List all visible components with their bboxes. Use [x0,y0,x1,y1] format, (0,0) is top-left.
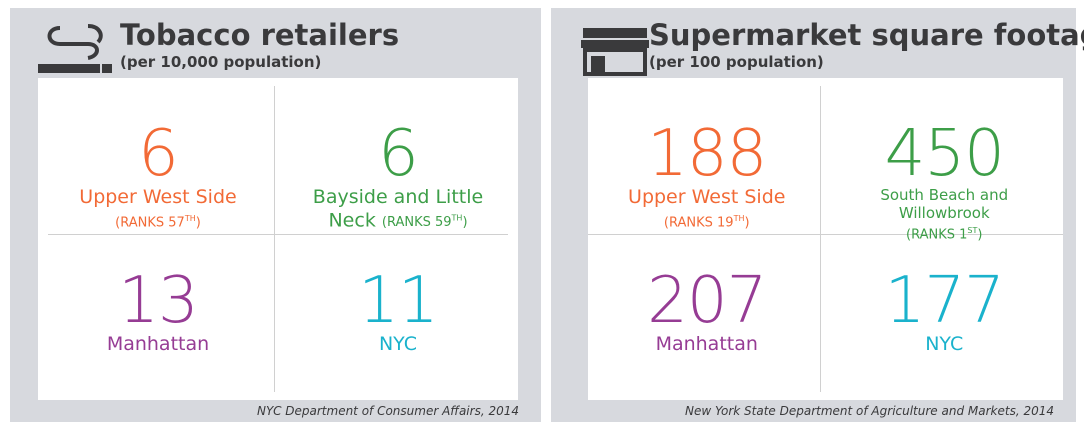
stats-box: 6 Upper West Side (RANKS 57TH) 6 Bayside … [38,78,518,400]
stat-cell: 188 Upper West Side (RANKS 19TH) [588,78,826,239]
rank-text: (RANKS 59 [381,215,452,231]
stat-label: Manhattan [655,333,758,355]
stat-value: 6 [378,117,419,191]
stat-cell: 11 NYC [278,239,518,400]
stat-value: 177 [884,264,1005,338]
smoking-icon [38,24,112,73]
subtitle: (per 10,000 population) [120,53,322,71]
divider [588,234,1063,235]
rank-sup: ST [967,226,978,235]
stat-cell: 13 Manhattan [38,239,278,400]
stat-value: 188 [647,117,767,191]
store-icon [581,28,649,76]
title: Supermarket square footage [649,18,1084,52]
rank-text: (RANKS 1 [906,227,968,243]
label: South Beach and Willowbrook [880,186,1009,222]
rank-end: ) [195,215,201,231]
stat-value: 6 [138,117,179,191]
divider [274,86,275,392]
subtitle: (per 100 population) [649,53,824,71]
stat-value: 207 [647,264,767,338]
panel: Supermarket square footage (per 100 popu… [551,8,1084,422]
label: Upper West Side [628,186,786,208]
stat-value: 450 [884,117,1005,191]
stat-value: 13 [118,264,198,338]
source: NYC Department of Consumer Affairs, 2014 [256,404,519,418]
stat-label: NYC [925,333,964,355]
rank-text: (RANKS 19 [663,215,734,231]
rank-end: ) [977,227,983,243]
rank: (RANKS 19TH) [588,208,826,234]
rank: (RANKS 59TH) [381,214,468,231]
source: New York State Department of Agriculture… [685,404,1054,418]
stat-label: Bayside and Little Neck (RANKS 59TH) [308,186,488,234]
stat-cell: 177 NYC [826,239,1064,400]
stat-cell: 450 South Beach and Willowbrook (RANKS 1S… [826,78,1064,242]
rank-text: (RANKS 57 [115,215,185,231]
rank: (RANKS 1ST) [869,222,1019,244]
rank-sup: TH [733,214,745,223]
panel: Tobacco retailers (per 10,000 population… [10,8,541,422]
label: Upper West Side [79,186,237,208]
stat-label: Upper West Side (RANKS 19TH) [588,186,826,234]
stat-cell: 6 Upper West Side (RANKS 57TH) [38,78,278,239]
stat-cell: 207 Manhattan [588,239,826,400]
rank-sup: TH [451,214,463,223]
rank-sup: TH [184,214,196,223]
stat-value: 11 [358,264,438,338]
stat-cell: 6 Bayside and Little Neck (RANKS 59TH) [278,78,518,239]
rank-end: ) [744,215,750,231]
stat-label: South Beach and Willowbrook (RANKS 1ST) [869,186,1019,244]
title: Tobacco retailers [120,18,400,52]
divider [48,234,508,235]
rank: (RANKS 57TH) [38,208,278,234]
stat-label: Manhattan [106,333,210,355]
stats-box: 188 Upper West Side (RANKS 19TH) 450 Sout… [588,78,1063,400]
label: Bayside and Little Neck [312,186,484,232]
stat-label: Upper West Side (RANKS 57TH) [38,186,278,234]
stat-label: NYC [378,333,418,355]
divider [820,86,821,392]
rank-end: ) [462,215,468,231]
